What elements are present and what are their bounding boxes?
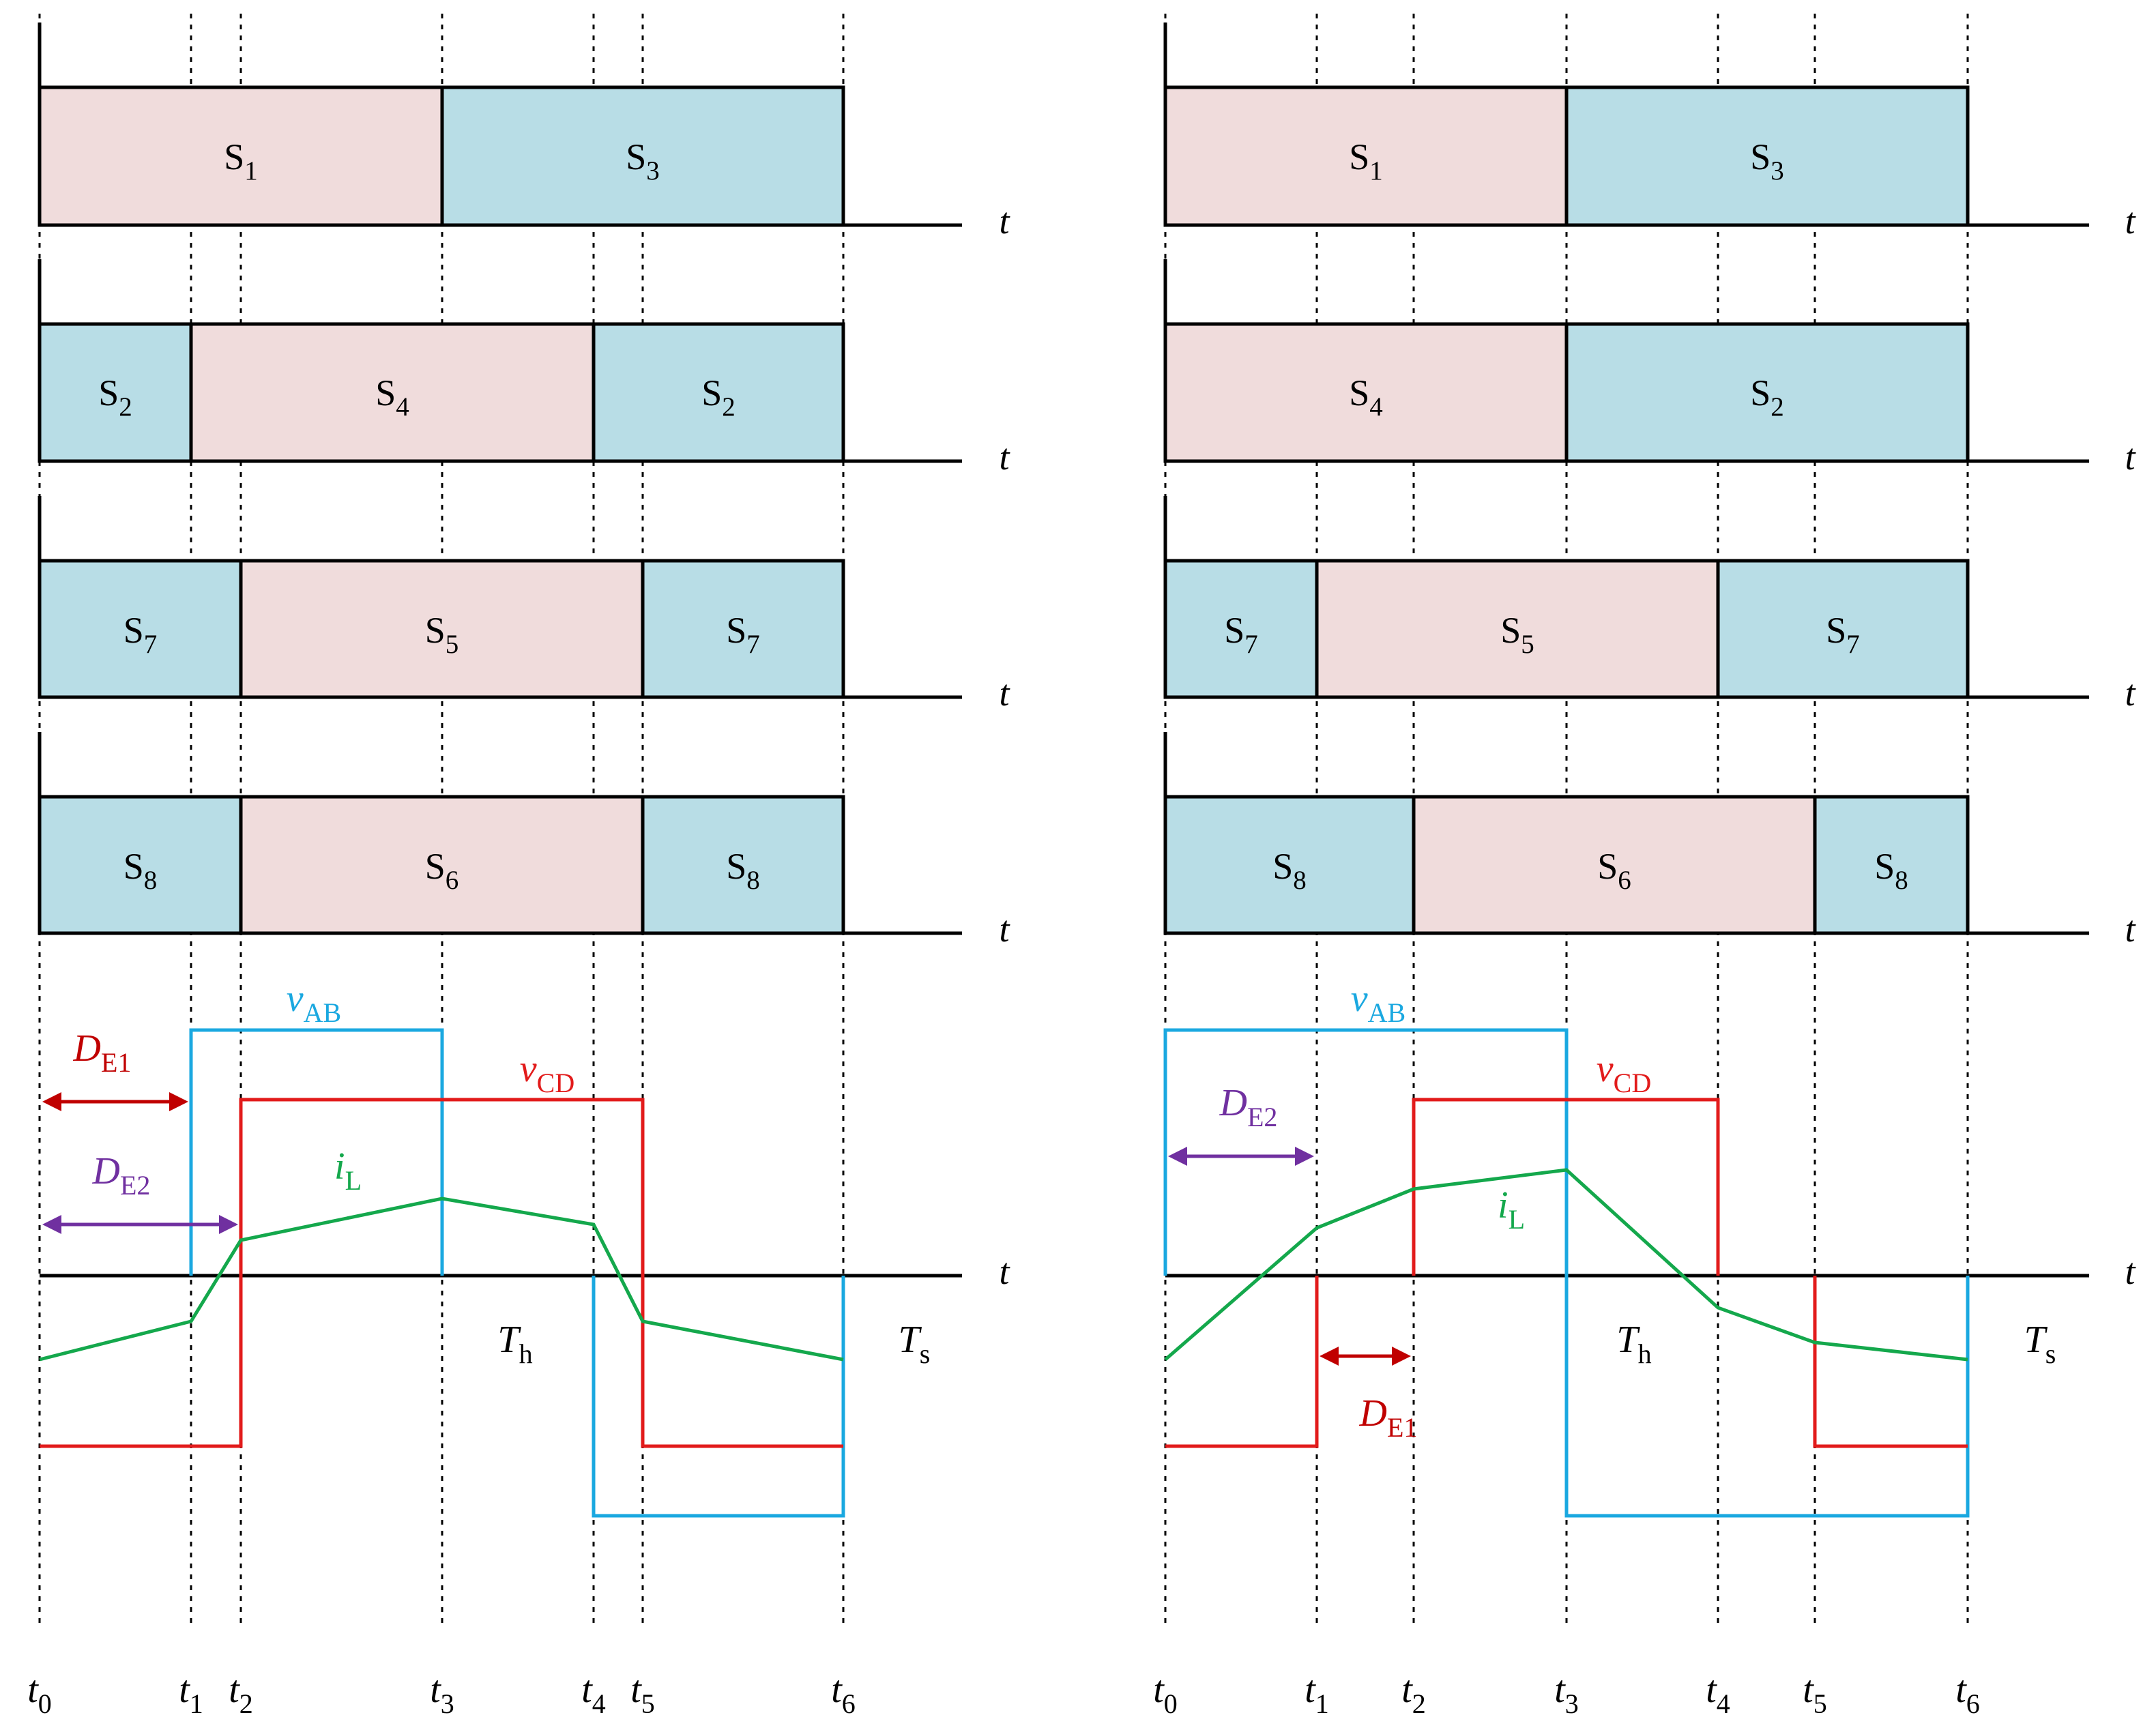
- switch-block: [239, 795, 645, 935]
- switch-label: S2: [701, 372, 735, 422]
- vab-label: vAB: [1351, 978, 1405, 1028]
- vcd-trace: [1165, 1276, 1319, 1448]
- labels: S1 S3 t S2 S4 S2 t S7 S5 S7 t S8 S6 S8 t t t0 t1 t2 t3 t4 t5 t…: [27, 136, 2136, 1717]
- switch-label: S3: [1750, 136, 1784, 186]
- switch-label: S8: [123, 846, 158, 895]
- switch-rows: [38, 85, 1970, 935]
- il-trace: [1164, 1168, 1968, 1362]
- de2-label: DE2: [92, 1150, 151, 1201]
- time-label-t1: t1: [1305, 1669, 1329, 1717]
- switch-label: S5: [425, 610, 459, 659]
- switch-label: S7: [1224, 610, 1258, 659]
- axis-label-t: t: [999, 201, 1010, 241]
- de1-arrowheads: [1320, 1347, 1411, 1366]
- axis-label-t: t: [2125, 909, 2136, 950]
- time-label-t4: t4: [581, 1669, 606, 1717]
- time-label-t5: t5: [1803, 1669, 1827, 1717]
- de2-label: DE2: [1219, 1082, 1278, 1132]
- switch-block: [1412, 795, 1817, 935]
- axis-label-t: t: [2125, 1251, 2136, 1292]
- vcd-label: vCD: [520, 1048, 574, 1098]
- switch-label: S7: [1826, 610, 1860, 659]
- switch-block: [239, 559, 645, 699]
- vcd-trace: [1813, 1276, 1968, 1448]
- th-label: Th: [497, 1319, 532, 1369]
- switch-label: S1: [224, 136, 258, 186]
- time-label-t0: t0: [1153, 1669, 1178, 1717]
- il-label: iL: [334, 1145, 362, 1196]
- switch-block: [1564, 322, 1970, 463]
- switch-label: S8: [1272, 846, 1307, 895]
- vab-label: vAB: [287, 978, 341, 1028]
- switch-block: [38, 795, 243, 935]
- il-trace: [39, 1197, 844, 1362]
- axis-label-t: t: [999, 1251, 1010, 1292]
- switch-block: [1163, 559, 1319, 699]
- de1-label: DE1: [73, 1027, 132, 1078]
- waveforms: [39, 1028, 1970, 1518]
- axis-label-t: t: [2125, 437, 2136, 478]
- vab-trace: [1163, 1028, 1970, 1518]
- switch-label: S1: [1349, 136, 1383, 186]
- switch-block: [1716, 559, 1970, 699]
- time-label-t0: t0: [27, 1669, 52, 1717]
- vab-trace: [189, 1028, 444, 1276]
- time-label-t3: t3: [430, 1669, 454, 1717]
- axis-label-t: t: [2125, 201, 2136, 241]
- time-label-t2: t2: [1401, 1669, 1426, 1717]
- th-label: Th: [1616, 1319, 1651, 1369]
- switch-block: [1564, 85, 1970, 227]
- switch-label: S7: [123, 610, 158, 659]
- time-label-t5: t5: [630, 1669, 655, 1717]
- axis-label-t: t: [999, 437, 1010, 478]
- switch-label: S5: [1500, 610, 1534, 659]
- time-label-t4: t4: [1706, 1669, 1730, 1717]
- vcd-trace: [40, 1098, 843, 1448]
- switch-label: S4: [375, 372, 409, 422]
- time-label-t2: t2: [229, 1669, 253, 1717]
- il-label: iL: [1498, 1184, 1525, 1235]
- switch-block: [1163, 795, 1416, 935]
- switch-label: S3: [626, 136, 660, 186]
- time-label-t6: t6: [831, 1669, 856, 1717]
- axis-label-t: t: [999, 909, 1010, 950]
- switch-label: S8: [726, 846, 760, 895]
- time-label-t1: t1: [179, 1669, 203, 1717]
- axis-label-t: t: [2125, 673, 2136, 714]
- switch-block: [641, 559, 845, 699]
- switch-label: S6: [425, 846, 459, 895]
- switch-label: S7: [726, 610, 760, 659]
- switch-block: [1163, 85, 1569, 227]
- switch-label: S4: [1349, 372, 1383, 422]
- switch-label: S2: [98, 372, 132, 422]
- switch-label: S6: [1597, 846, 1631, 895]
- switch-label: S8: [1874, 846, 1908, 895]
- switch-block: [440, 85, 845, 227]
- axes: [38, 22, 2090, 1278]
- vab-trace: [592, 1276, 845, 1518]
- switch-block: [1315, 559, 1720, 699]
- vcd-label: vCD: [1597, 1048, 1651, 1098]
- ts-label: Ts: [2024, 1319, 2056, 1369]
- de1-label: DE1: [1359, 1392, 1418, 1443]
- ts-label: Ts: [899, 1319, 931, 1369]
- switch-label: S2: [1750, 372, 1784, 422]
- axis-label-t: t: [999, 673, 1010, 714]
- time-label-t6: t6: [1955, 1669, 1980, 1717]
- time-label-t3: t3: [1554, 1669, 1579, 1717]
- switch-block: [38, 85, 444, 227]
